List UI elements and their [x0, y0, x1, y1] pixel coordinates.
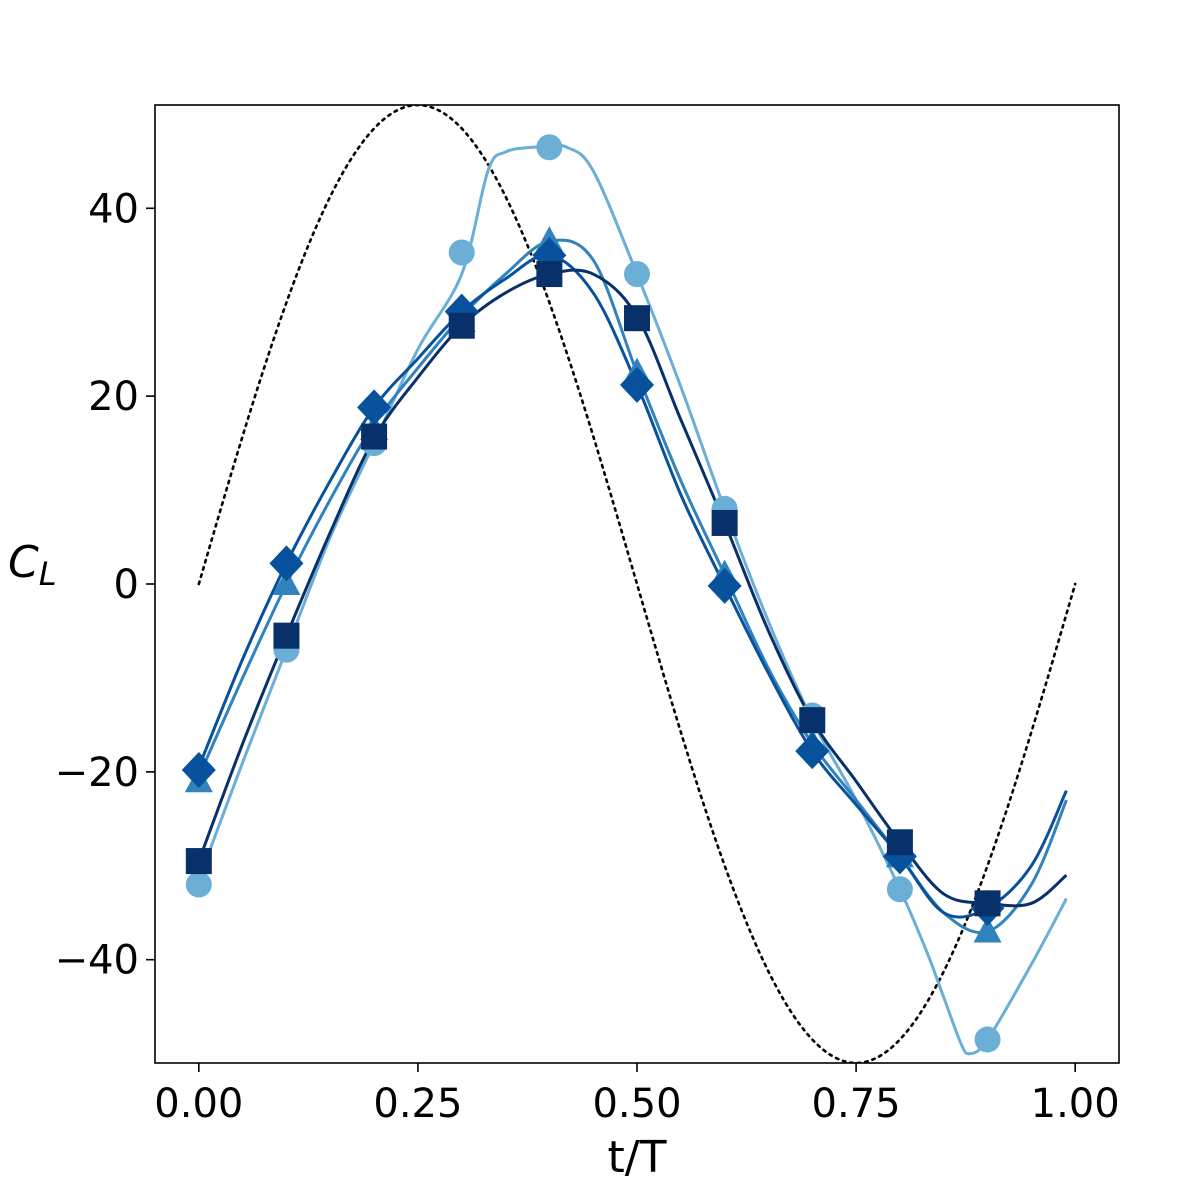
reference-curve	[197, 105, 1077, 1063]
data-marker-square	[974, 890, 1001, 917]
data-marker-square	[711, 509, 738, 536]
data-marker-diamond	[620, 366, 654, 403]
y-tick-label: −20	[55, 750, 139, 796]
y-tick-label: 0	[114, 562, 139, 608]
data-marker-square	[799, 707, 826, 734]
data-marker-diamond	[357, 389, 392, 426]
data-marker-square	[624, 305, 650, 332]
reference-curve-layer	[197, 105, 1077, 1063]
data-marker-diamond	[181, 751, 216, 788]
data-marker-square	[448, 312, 475, 339]
data-marker-circle	[448, 239, 475, 266]
data-marker-square	[361, 423, 388, 450]
data-marker-diamond	[707, 567, 742, 604]
data-marker-circle	[185, 871, 212, 898]
data-marker-square	[185, 848, 212, 875]
x-tick-label: 0.50	[592, 1081, 681, 1127]
x-axis-label: t/T	[608, 1132, 667, 1183]
data-marker-triangle	[272, 569, 301, 595]
data-marker-circle	[536, 134, 563, 161]
tick-layer: 0.00 0.25 0.50 0.75 1.00 −40 −20 0 20 40	[55, 186, 1120, 1127]
data-marker-circle	[886, 876, 913, 903]
x-tick-label: 0.00	[154, 1081, 243, 1127]
plot-frame	[154, 104, 1120, 1064]
data-marker-diamond	[795, 733, 830, 770]
data-marker-square	[273, 622, 300, 649]
x-tick-label: 1.00	[1031, 1081, 1120, 1127]
y-axis-label-subscript: L	[39, 555, 57, 593]
marker-layer	[181, 134, 1005, 1053]
data-marker-diamond	[269, 545, 304, 582]
x-tick-label: 0.75	[812, 1081, 901, 1127]
y-axis-label-main: C	[8, 537, 39, 588]
data-marker-circle	[624, 261, 650, 288]
y-tick-label: 20	[88, 374, 139, 420]
y-tick-label: −40	[55, 938, 139, 984]
data-marker-square	[886, 829, 913, 856]
series-line-diamond	[197, 253, 1068, 919]
data-marker-square	[536, 261, 563, 288]
series-line-square	[197, 268, 1068, 908]
x-tick-label: 0.25	[373, 1081, 462, 1127]
y-tick-label: 40	[88, 186, 139, 232]
y-axis-label: CL	[8, 537, 57, 593]
series-line-triangle	[197, 238, 1068, 935]
data-marker-circle	[974, 1026, 1001, 1053]
data-marker-triangle	[973, 916, 1002, 943]
